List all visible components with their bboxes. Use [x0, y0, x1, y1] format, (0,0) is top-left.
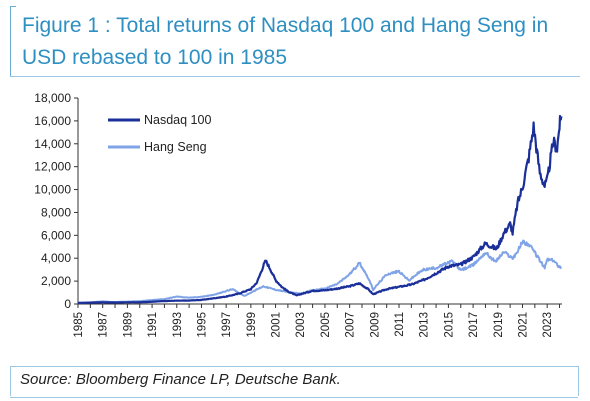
- frame-rule-bottom: [10, 76, 580, 77]
- line-chart: 0 2,000 4,000 6,000 8,000 10,000 12,000 14,000 1…: [34, 91, 563, 338]
- y-tick-label: 12,000: [34, 160, 71, 174]
- y-tick-label: 4,000: [41, 251, 71, 265]
- y-tick-label: 8,000: [41, 205, 71, 219]
- nasdaq-series-line: [77, 114, 563, 304]
- y-tick-label: 18,000: [34, 91, 71, 105]
- y-tick-label: 16,000: [34, 114, 71, 128]
- source-rule-right: [578, 366, 579, 396]
- frame-rule-top: [10, 6, 16, 7]
- x-tick-label: 2013: [419, 312, 431, 338]
- x-tick-label: 1985: [73, 312, 85, 338]
- chart-title-line-1: Figure 1 : Total returns of Nasdaq 100 a…: [22, 14, 549, 37]
- y-tick-label: 0: [64, 297, 71, 311]
- chart-title-line-2: USD rebased to 100 in 1985: [22, 46, 288, 69]
- legend-label-nasdaq: Nasdaq 100: [144, 113, 211, 127]
- y-tick-label: 14,000: [34, 137, 71, 151]
- x-tick-label: 2021: [517, 312, 529, 338]
- x-tick-label: 2011: [394, 312, 406, 337]
- legend-label-hangseng: Hang Seng: [144, 140, 207, 154]
- x-tick-label: 2003: [295, 312, 307, 338]
- x-tick-label: 1999: [246, 312, 258, 338]
- source-rule-left: [10, 366, 11, 396]
- source-box: [10, 366, 578, 398]
- x-tick-label: 1993: [172, 312, 184, 338]
- x-tick-label: 2009: [369, 312, 381, 338]
- x-tick-label: 1995: [196, 312, 208, 338]
- x-tick-label: 2019: [493, 312, 505, 338]
- y-tick-label: 10,000: [34, 183, 71, 197]
- y-tick-label: 2,000: [41, 274, 71, 288]
- y-tick-label: 6,000: [41, 228, 71, 242]
- x-tick-label: 2005: [320, 312, 332, 338]
- x-tick-label: 2001: [271, 312, 283, 338]
- chart-series: [77, 114, 563, 304]
- x-tick-label: 2023: [542, 312, 554, 338]
- x-tick-label: 2015: [443, 312, 455, 338]
- chart-axes: 0 2,000 4,000 6,000 8,000 10,000 12,000 14,000 1…: [34, 91, 562, 338]
- source-note: Source: Bloomberg Finance LP, Deutsche B…: [20, 371, 341, 388]
- x-tick-label: 2017: [468, 312, 480, 338]
- chart-legend: Nasdaq 100 Hang Seng: [108, 113, 211, 154]
- x-tick-label: 1991: [147, 312, 159, 338]
- x-tick-label: 1987: [98, 312, 110, 338]
- frame-rule-left: [10, 6, 11, 76]
- hangseng-series-line: [77, 239, 563, 304]
- x-tick-label: 1989: [122, 312, 134, 338]
- x-tick-label: 1997: [221, 312, 233, 338]
- x-tick-label: 2007: [345, 312, 357, 338]
